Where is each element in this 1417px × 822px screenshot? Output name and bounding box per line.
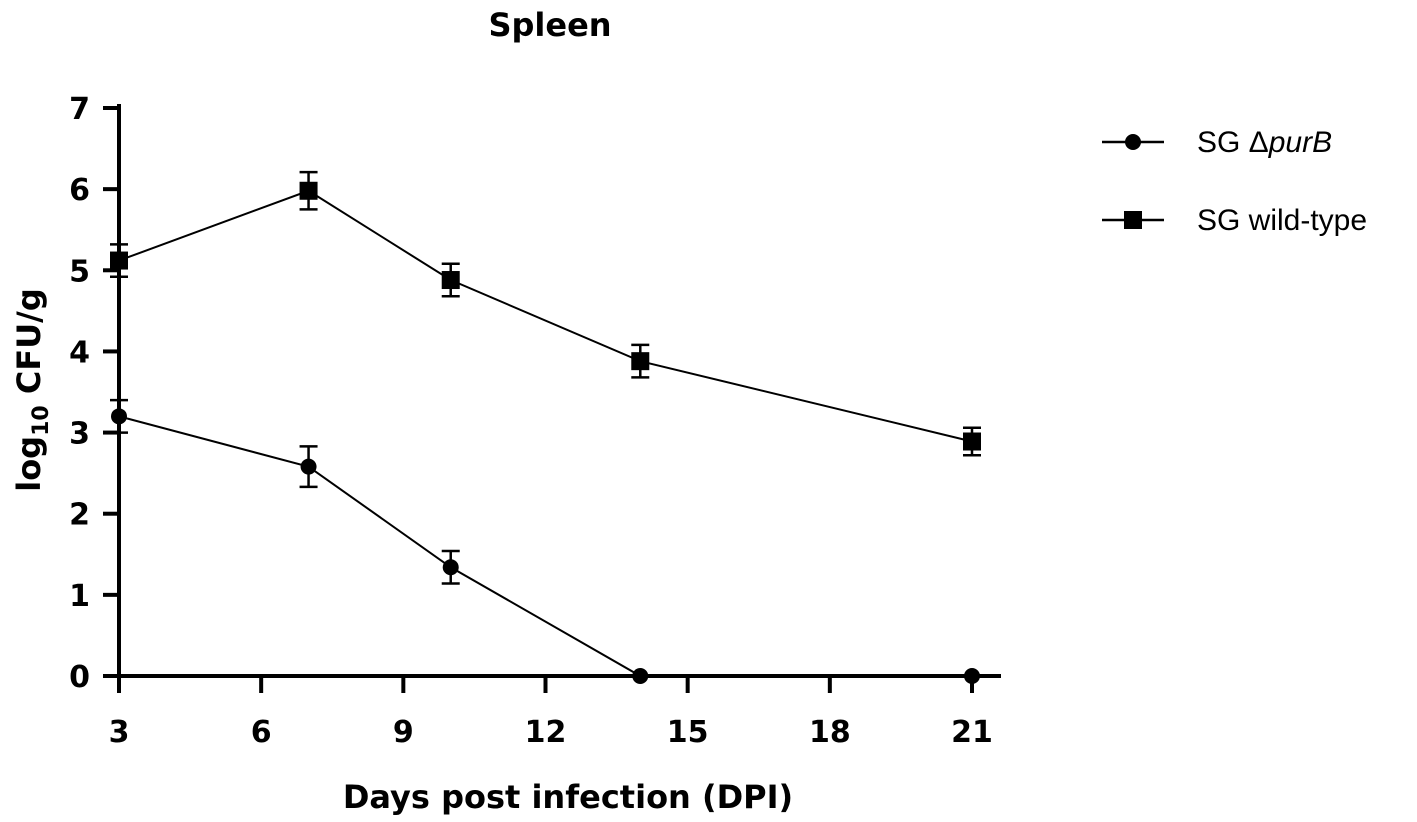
series-circle — [110, 398, 980, 684]
y-axis-label-base: log — [10, 436, 48, 492]
axes — [117, 104, 1001, 678]
legend-marker — [1124, 211, 1142, 229]
legend-label-text: SG Δ — [1197, 126, 1269, 159]
chart-title: Spleen — [488, 6, 611, 44]
data-point — [964, 668, 980, 684]
y-tick-label: 3 — [69, 417, 90, 452]
y-ticks: 0 1 2 3 4 5 6 7 — [69, 92, 119, 695]
legend-item: SG wild-type — [1102, 204, 1367, 237]
y-tick-label: 4 — [69, 335, 90, 370]
y-tick-label: 2 — [69, 498, 90, 533]
data-point — [110, 251, 128, 270]
data-point — [441, 271, 460, 290]
y-axis-label-subscript: 10 — [29, 405, 54, 436]
data-point — [963, 432, 981, 451]
x-tick-label: 6 — [251, 715, 272, 750]
y-tick-label: 1 — [69, 579, 90, 614]
x-tick-label: 3 — [109, 715, 130, 750]
x-tick-label: 9 — [393, 715, 414, 750]
x-axis-label: Days post infection (DPI) — [343, 778, 793, 816]
legend-label-italic: purB — [1268, 126, 1332, 159]
plot-series — [110, 170, 981, 684]
series-square — [110, 170, 981, 457]
legend-marker — [1125, 134, 1141, 150]
series-line — [118, 189, 973, 443]
legend-item: SG ΔpurB — [1102, 126, 1332, 159]
data-point — [111, 408, 127, 425]
legend: SG ΔpurB SG wild-type — [1102, 126, 1367, 237]
x-tick-label: 15 — [667, 715, 709, 750]
data-point — [300, 458, 317, 475]
data-point — [442, 559, 459, 576]
series-line — [118, 415, 972, 677]
legend-label: SG wild-type — [1197, 204, 1367, 237]
x-tick-label: 21 — [951, 715, 993, 750]
y-axis-label-rest: CFU/g — [10, 288, 48, 405]
data-point — [631, 352, 650, 371]
x-tick-label: 12 — [525, 715, 567, 750]
y-tick-label: 5 — [69, 254, 90, 289]
data-point — [299, 181, 318, 200]
x-tick-label: 18 — [809, 715, 851, 750]
y-axis-label: log10 CFU/g — [10, 288, 54, 492]
data-point — [632, 668, 649, 684]
y-tick-label: 0 — [69, 660, 90, 695]
legend-label-text: SG wild-type — [1197, 204, 1367, 237]
y-tick-label: 7 — [69, 92, 90, 127]
x-ticks: 3 6 9 12 15 18 21 — [109, 676, 993, 750]
legend-label: SG ΔpurB — [1197, 126, 1332, 159]
y-tick-label: 6 — [69, 173, 90, 208]
